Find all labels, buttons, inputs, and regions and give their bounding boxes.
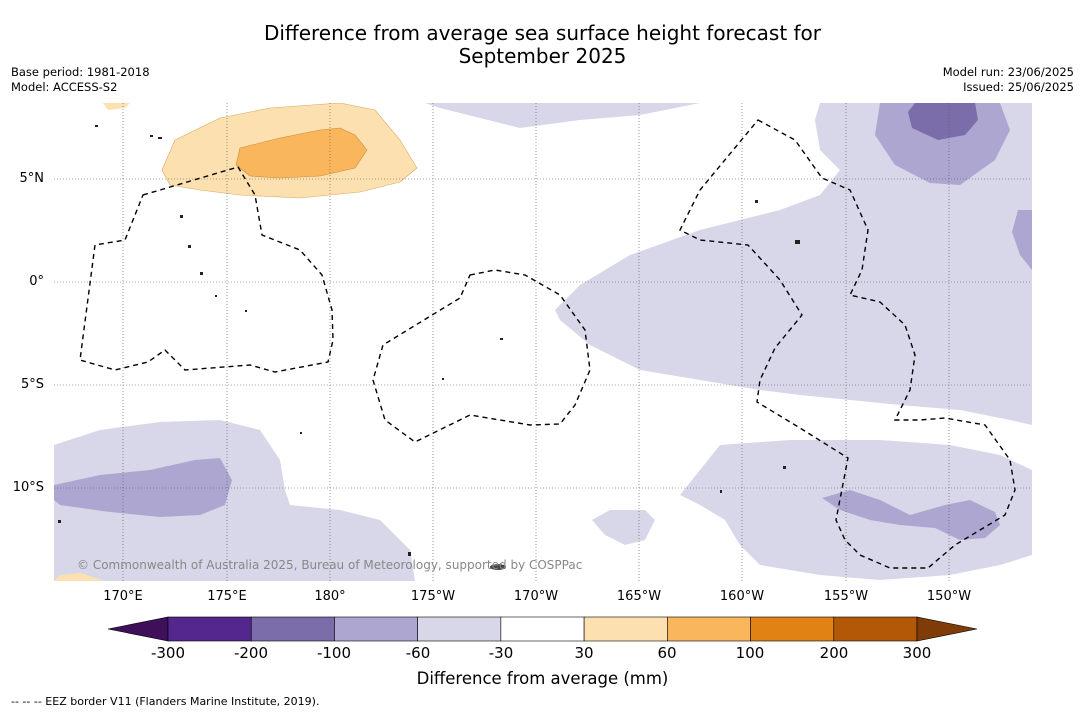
contour-fields (54, 103, 1032, 581)
colorbar-label: -300 (150, 644, 186, 662)
lon-tick-170w: 170°W (513, 589, 559, 604)
colorbar-segment (250, 616, 335, 642)
colorbar-segment (417, 616, 502, 642)
eez-line-islands (679, 119, 1016, 569)
lat-tick-5s: 5°S (20, 377, 44, 392)
eez-footnote: -- -- -- EEZ border V11 (Flanders Marine… (11, 695, 320, 708)
colorbar (107, 616, 978, 642)
lon-tick-170e: 170°E (103, 589, 143, 604)
lon-tick-180: 180° (314, 589, 346, 604)
lat-tick-0: 0° (29, 274, 44, 289)
lat-tick-5n: 5°N (19, 171, 45, 186)
colorbar-label: 30 (574, 644, 594, 662)
model-name: Model: ACCESS-S2 (11, 80, 118, 94)
lon-tick-175e: 175°E (207, 589, 247, 604)
eez-phoenix (372, 269, 591, 443)
colorbar-max-extension (916, 616, 978, 642)
map-title: Difference from average sea surface heig… (0, 22, 1085, 68)
neg-contour-small (592, 510, 655, 545)
lon-tick-155w: 155°W (823, 589, 869, 604)
neg-contour-southwest (54, 420, 415, 581)
colorbar-label: -100 (316, 644, 352, 662)
lon-tick-175w: 175°W (410, 589, 456, 604)
neg-contour-ne-mid (875, 103, 1010, 185)
lon-tick-150w: 150°W (926, 589, 972, 604)
colorbar-segment (500, 616, 585, 642)
base-period: Base period: 1981-2018 (11, 65, 150, 79)
colorbar-label: 100 (735, 644, 765, 662)
colorbar-segment (167, 616, 252, 642)
colorbar-segments (167, 616, 918, 642)
colorbar-min-extension (107, 616, 169, 642)
pos-contour-mid (235, 127, 368, 179)
neg-contour-north (425, 103, 700, 128)
neg-contour-east (555, 103, 1032, 425)
colorbar-label: -30 (488, 644, 514, 662)
map-title-line2: September 2025 (458, 44, 627, 68)
neg-contour-se-mid (822, 490, 1000, 540)
pos-contour-sw-corner (54, 573, 105, 581)
meta-right: Model run: 23/06/2025 Issued: 25/06/2025 (943, 65, 1074, 95)
issued-date: Issued: 25/06/2025 (963, 80, 1074, 94)
colorbar-segment (667, 616, 751, 642)
colorbar-title: Difference from average (mm) (416, 669, 669, 688)
neg-contour-ne-dark (908, 103, 978, 140)
map-title-line1: Difference from average sea surface heig… (263, 21, 822, 45)
colorbar-label: 300 (902, 644, 932, 662)
lon-tick-165w: 165°W (616, 589, 662, 604)
colorbar-segment (583, 616, 668, 642)
colorbar-label: -60 (405, 644, 431, 662)
colorbar-label: 60 (657, 644, 677, 662)
eez-borders (79, 119, 1016, 569)
lon-tick-160w: 160°W (719, 589, 765, 604)
islands (58, 125, 800, 570)
lat-tick-10s: 10°S (12, 480, 44, 495)
eez-kiribati-gilbert (79, 166, 334, 373)
meta-left: Base period: 1981-2018 Model: ACCESS-S2 (11, 65, 150, 95)
colorbar-segment (833, 616, 918, 642)
copyright-notice: © Commonwealth of Australia 2025, Bureau… (77, 558, 583, 572)
pos-contour-nw-corner (103, 103, 130, 110)
neg-contour-e-edge (1012, 210, 1032, 270)
neg-contour-sw-mid (54, 458, 232, 517)
colorbar-segment (750, 616, 835, 642)
colorbar-label: -200 (233, 644, 269, 662)
gridlines (54, 103, 1032, 581)
colorbar-label: 200 (819, 644, 849, 662)
model-run: Model run: 23/06/2025 (942, 65, 1074, 79)
colorbar-segment (334, 616, 418, 642)
